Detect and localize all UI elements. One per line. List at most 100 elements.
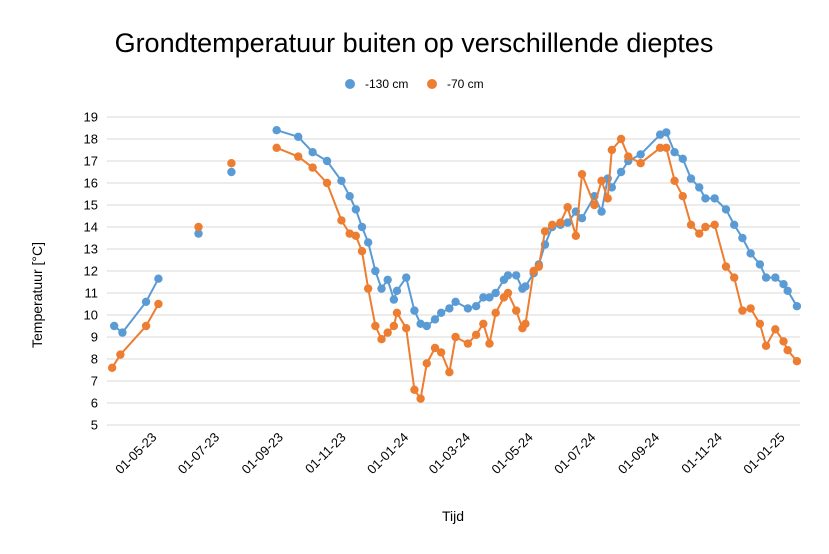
x-tick-label: 01-05-24: [488, 430, 535, 477]
data-point: [670, 148, 679, 157]
data-point: [272, 126, 281, 135]
data-point: [294, 152, 303, 161]
y-tick-label: 16: [84, 176, 98, 191]
data-point: [154, 274, 163, 283]
data-point: [590, 200, 599, 210]
data-point: [479, 319, 488, 328]
data-point: [746, 249, 755, 258]
data-point: [521, 319, 530, 328]
data-point: [779, 337, 788, 346]
data-point: [322, 156, 332, 166]
data-point: [503, 288, 513, 298]
data-point: [755, 260, 765, 269]
data-point: [141, 321, 151, 331]
x-tick-label: 01-09-24: [615, 430, 662, 477]
data-point: [755, 319, 765, 328]
data-point: [662, 143, 671, 152]
x-tick-label: 01-05-23: [112, 430, 159, 477]
data-point: [563, 203, 572, 212]
data-point: [471, 330, 481, 339]
data-point: [534, 262, 544, 271]
data-point: [451, 332, 460, 342]
x-axis-label: Tijd: [442, 508, 464, 524]
y-tick-label: 19: [84, 110, 98, 125]
data-point: [471, 302, 481, 311]
data-point: [351, 231, 361, 240]
x-tick-label: 01-01-24: [364, 430, 411, 477]
data-point: [512, 271, 521, 280]
data-point: [636, 159, 645, 168]
data-point: [357, 222, 367, 232]
data-point: [154, 299, 163, 309]
data-point: [392, 308, 402, 317]
data-point: [783, 346, 792, 355]
data-point: [577, 170, 587, 179]
data-point: [357, 247, 367, 256]
data-point: [521, 282, 530, 291]
y-tick-label: 18: [84, 132, 98, 147]
data-point: [351, 205, 361, 214]
data-point: [436, 308, 446, 317]
data-point: [655, 143, 665, 152]
data-point: [436, 348, 446, 357]
data-point: [686, 174, 696, 183]
data-point: [670, 176, 679, 185]
data-point: [761, 273, 771, 282]
legend-label: -70 cm: [447, 77, 484, 91]
data-point: [783, 286, 792, 295]
x-axis-ticks: 01-05-23 01-07-23 01-09-23 01-11-23 01-01-24…: [112, 430, 788, 477]
legend-marker: [427, 79, 437, 89]
data-point: [116, 350, 125, 359]
data-point: [761, 341, 771, 350]
data-point: [463, 339, 473, 348]
data-point: [389, 321, 399, 331]
data-point: [363, 238, 373, 247]
data-point: [463, 304, 473, 313]
data-point: [371, 321, 380, 331]
data-point: [485, 293, 494, 302]
data-point: [729, 273, 739, 282]
y-tick-label: 11: [85, 286, 99, 301]
y-tick-label: 8: [91, 352, 98, 367]
data-point: [337, 176, 346, 185]
data-point: [779, 280, 788, 289]
data-point: [402, 324, 411, 333]
data-point: [701, 222, 710, 232]
data-point: [729, 220, 739, 229]
data-point: [383, 328, 392, 337]
data-point: [710, 194, 719, 203]
x-tick-label: 01-11-24: [678, 430, 725, 477]
y-axis-label: Temperatuur [°C]: [29, 242, 45, 348]
data-point: [701, 194, 710, 203]
data-point: [548, 220, 557, 229]
data-point: [430, 343, 440, 353]
data-point: [771, 273, 780, 282]
data-point: [308, 163, 317, 172]
x-tick-label: 01-11-23: [302, 430, 349, 477]
series-line: [113, 278, 160, 334]
data-point: [607, 145, 617, 155]
data-point: [194, 229, 203, 238]
data-point: [563, 218, 572, 227]
data-point: [430, 315, 440, 324]
data-point: [616, 167, 626, 177]
y-tick-label: 17: [84, 154, 98, 169]
data-point: [377, 335, 386, 344]
y-tick-label: 7: [91, 374, 98, 389]
y-axis-ticks: 5 6 7 8 9 10 11 12 13 14 15 16 17 18 19: [84, 110, 98, 433]
x-tick-label: 01-03-24: [426, 430, 473, 477]
y-tick-label: 10: [84, 308, 98, 323]
data-point: [451, 297, 460, 306]
data-point: [383, 275, 392, 284]
y-tick-label: 5: [91, 418, 98, 433]
data-point: [577, 214, 587, 223]
data-point: [686, 220, 696, 229]
data-point: [746, 304, 755, 313]
data-point: [308, 148, 317, 157]
data-point: [636, 150, 645, 159]
data-point: [710, 220, 719, 229]
data-point: [616, 134, 626, 144]
data-point: [118, 328, 127, 337]
